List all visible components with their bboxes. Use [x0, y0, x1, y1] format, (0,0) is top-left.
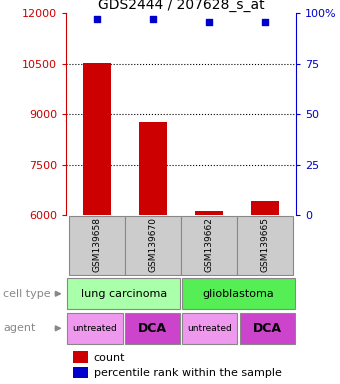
- FancyBboxPatch shape: [237, 216, 293, 275]
- Point: [95, 17, 100, 23]
- Text: cell type: cell type: [3, 289, 51, 299]
- FancyBboxPatch shape: [182, 278, 295, 310]
- Bar: [251, 200, 279, 215]
- FancyBboxPatch shape: [69, 216, 125, 275]
- FancyBboxPatch shape: [181, 216, 237, 275]
- Text: GSM139658: GSM139658: [92, 217, 102, 272]
- FancyBboxPatch shape: [67, 278, 180, 310]
- Text: untreated: untreated: [187, 324, 232, 333]
- Text: agent: agent: [3, 323, 36, 333]
- Point: [150, 17, 156, 23]
- Point: [262, 18, 268, 25]
- Text: DCA: DCA: [253, 322, 282, 335]
- Text: untreated: untreated: [73, 324, 117, 333]
- Bar: [139, 122, 167, 215]
- Text: lung carcinoma: lung carcinoma: [81, 289, 167, 299]
- Title: GDS2444 / 207628_s_at: GDS2444 / 207628_s_at: [98, 0, 265, 12]
- FancyBboxPatch shape: [67, 313, 122, 344]
- Text: GSM139662: GSM139662: [205, 217, 214, 272]
- FancyBboxPatch shape: [240, 313, 295, 344]
- FancyBboxPatch shape: [125, 313, 180, 344]
- Text: DCA: DCA: [138, 322, 167, 335]
- Text: count: count: [94, 353, 125, 363]
- Point: [206, 18, 212, 25]
- Text: glioblastoma: glioblastoma: [203, 289, 274, 299]
- Bar: [195, 211, 223, 215]
- FancyBboxPatch shape: [182, 313, 237, 344]
- Bar: [83, 63, 111, 215]
- Text: GSM139670: GSM139670: [149, 217, 157, 272]
- FancyBboxPatch shape: [125, 216, 181, 275]
- Text: GSM139665: GSM139665: [260, 217, 270, 272]
- Text: percentile rank within the sample: percentile rank within the sample: [94, 368, 282, 378]
